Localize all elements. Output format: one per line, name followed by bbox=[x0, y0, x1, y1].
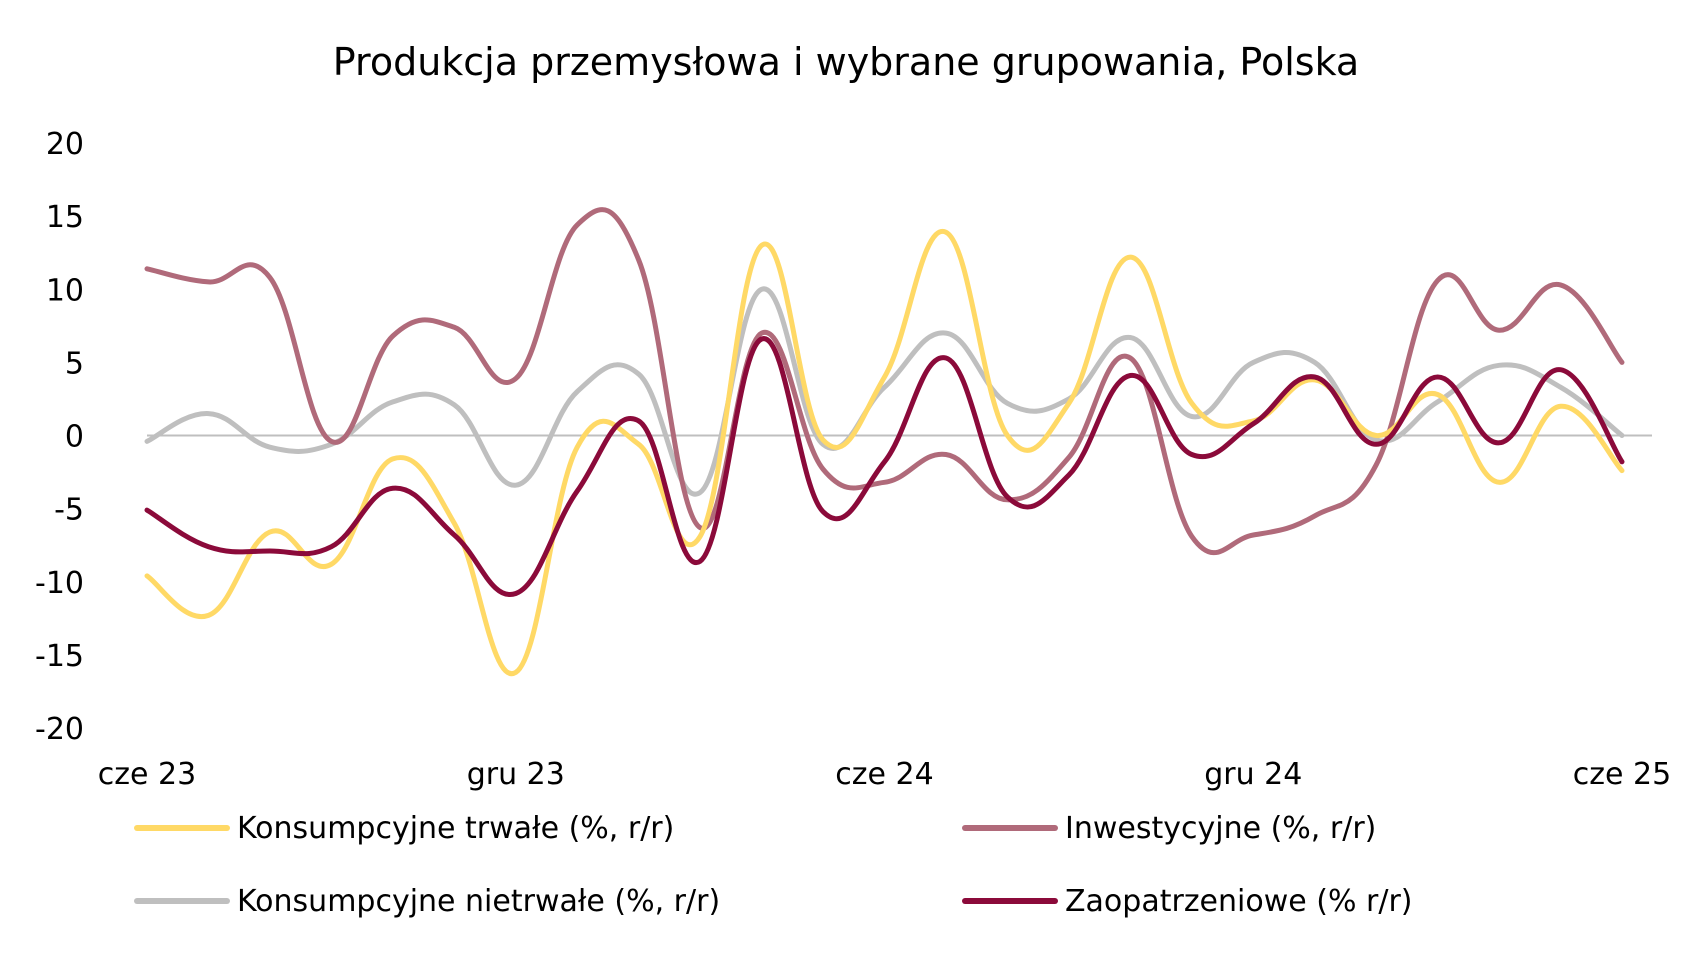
x-tick-label: cze 25 bbox=[1573, 757, 1671, 792]
y-tick-label: -10 bbox=[35, 566, 84, 601]
x-tick-label: gru 23 bbox=[467, 757, 565, 792]
series-line-4 bbox=[144, 336, 1625, 598]
series-lines bbox=[144, 207, 1625, 677]
y-tick-label: 0 bbox=[65, 420, 84, 455]
legend-label-2: Inwestycyjne (%, r/r) bbox=[1065, 811, 1376, 846]
y-axis-ticks: 20 15 10 5 0 -5 -10 -15 -20 bbox=[35, 127, 84, 747]
x-tick-label: cze 23 bbox=[98, 757, 196, 792]
legend: Konsumpcyjne trwałe (%, r/r) Inwestycyjne… bbox=[134, 811, 1412, 919]
y-tick-label: -5 bbox=[54, 493, 84, 528]
x-tick-label: gru 24 bbox=[1204, 757, 1302, 792]
legend-label-3: Konsumpcyjne nietrwałe (%, r/r) bbox=[237, 884, 720, 919]
x-axis-ticks: cze 23 gru 23 cze 24 gru 24 cze 25 bbox=[98, 757, 1671, 792]
y-tick-label: 20 bbox=[46, 127, 84, 162]
legend-label-4: Zaopatrzeniowe (% r/r) bbox=[1065, 884, 1412, 919]
y-tick-label: 15 bbox=[46, 200, 84, 235]
series-line-2 bbox=[144, 207, 1625, 556]
series-line-1 bbox=[144, 229, 1625, 677]
y-tick-label: 10 bbox=[46, 273, 84, 308]
legend-label-1: Konsumpcyjne trwałe (%, r/r) bbox=[237, 811, 674, 846]
chart-title: Produkcja przemysłowa i wybrane grupowan… bbox=[333, 40, 1359, 84]
x-tick-label: cze 24 bbox=[835, 757, 933, 792]
y-tick-label: -20 bbox=[35, 712, 84, 747]
y-tick-label: -15 bbox=[35, 639, 84, 674]
y-tick-label: 5 bbox=[65, 346, 84, 381]
